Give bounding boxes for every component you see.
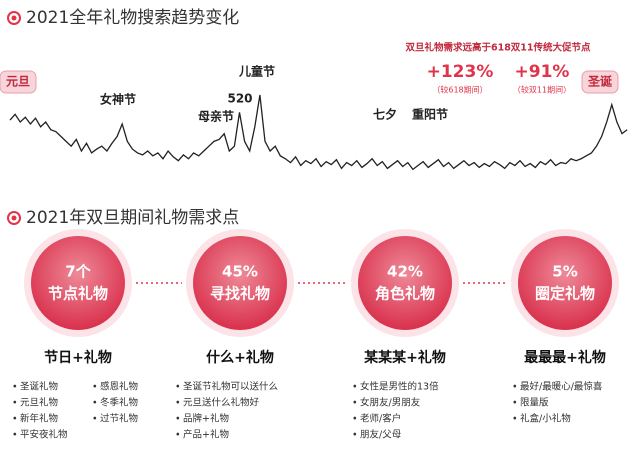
bullet-dot: •	[512, 398, 518, 409]
bullet-dot: •	[352, 398, 358, 409]
title-icon	[7, 211, 21, 225]
bullet-item: 元旦送什么礼物好	[183, 397, 260, 409]
annotation: 母亲节	[198, 109, 234, 124]
headline: 双旦礼物需求远高于618双11传统大促节点	[404, 42, 591, 54]
bullet-dot: •	[512, 414, 518, 425]
bullet-dot: •	[352, 382, 358, 393]
bullet-item: 礼盒/小礼物	[520, 413, 571, 425]
circle-top: 42%	[387, 263, 423, 281]
bullet-item: 最好/最暖心/最惊喜	[520, 381, 603, 393]
circle-top: 5%	[552, 263, 577, 281]
annotation-tag	[581, 70, 619, 94]
bullet-item: 品牌+礼物	[183, 413, 229, 425]
bullet-item: 老师/客户	[360, 413, 401, 425]
trend-line	[9, 94, 628, 171]
callout-note: （较618期间）	[432, 85, 487, 95]
annotation: 重阳节	[412, 107, 448, 122]
bullet-item: 限量版	[520, 397, 549, 409]
bullet-dot: •	[12, 414, 18, 425]
bullet-item: 冬季礼物	[100, 397, 139, 409]
bullet-dot: •	[12, 382, 18, 393]
need-circle	[31, 236, 125, 330]
bullet-item: 元旦礼物	[20, 397, 59, 409]
bullet-dot: •	[92, 382, 98, 393]
need-circle	[358, 236, 452, 330]
annotation: 元旦	[6, 75, 30, 89]
title-icon	[11, 15, 17, 21]
bullet-dot: •	[92, 414, 98, 425]
bullet-dot: •	[12, 398, 18, 409]
column-heading: 最最最+礼物	[524, 349, 606, 366]
bullet-item: 圣诞节礼物可以送什么	[183, 381, 278, 393]
bullet-dot: •	[352, 414, 358, 425]
section-title: 2021年双旦期间礼物需求点	[26, 208, 239, 228]
title-icon	[7, 11, 21, 25]
bullet-item: 过节礼物	[100, 413, 139, 425]
bullet-item: 新年礼物	[20, 413, 59, 425]
bullet-item: 女朋友/男朋友	[360, 397, 421, 409]
bullet-dot: •	[175, 430, 181, 441]
annotation: 七夕	[373, 107, 397, 122]
column-heading: 某某某+礼物	[364, 349, 446, 366]
column-heading: 节日+礼物	[44, 349, 112, 366]
annotation-tag	[0, 70, 37, 94]
bullet-item: 女性是男性的13倍	[360, 381, 439, 393]
column-heading: 什么+礼物	[206, 349, 274, 366]
bullet-item: 平安夜礼物	[20, 429, 68, 441]
callout-value: +91%	[515, 62, 570, 82]
title-icon	[11, 215, 17, 221]
bullet-item: 圣诞礼物	[20, 381, 59, 393]
annotation: 520	[227, 92, 252, 106]
bullet-item: 产品+礼物	[183, 429, 229, 441]
need-circle	[518, 236, 612, 330]
circle-name: 节点礼物	[48, 285, 108, 303]
annotation: 女神节	[100, 92, 136, 107]
bullet-item: 朋友/父母	[360, 429, 401, 441]
need-circle	[193, 236, 287, 330]
bullet-dot: •	[175, 398, 181, 409]
bullet-dot: •	[12, 430, 18, 441]
circle-name: 圈定礼物	[535, 285, 595, 303]
annotation: 圣诞	[587, 75, 613, 89]
bullet-dot: •	[512, 382, 518, 393]
circle-name: 角色礼物	[375, 285, 435, 303]
bullet-dot: •	[175, 382, 181, 393]
circle-name: 寻找礼物	[210, 285, 270, 303]
callout-note: （较双11期间）	[513, 85, 571, 95]
circle-top: 7个	[65, 263, 91, 281]
bullet-item: 感恩礼物	[100, 381, 139, 393]
chart-title: 2021全年礼物搜索趋势变化	[26, 8, 239, 28]
bullet-dot: •	[92, 398, 98, 409]
circle-top: 45%	[222, 263, 258, 281]
annotation: 儿童节	[238, 64, 275, 79]
bullet-dot: •	[352, 430, 358, 441]
callout-value: +123%	[427, 62, 494, 82]
bullet-dot: •	[175, 414, 181, 425]
